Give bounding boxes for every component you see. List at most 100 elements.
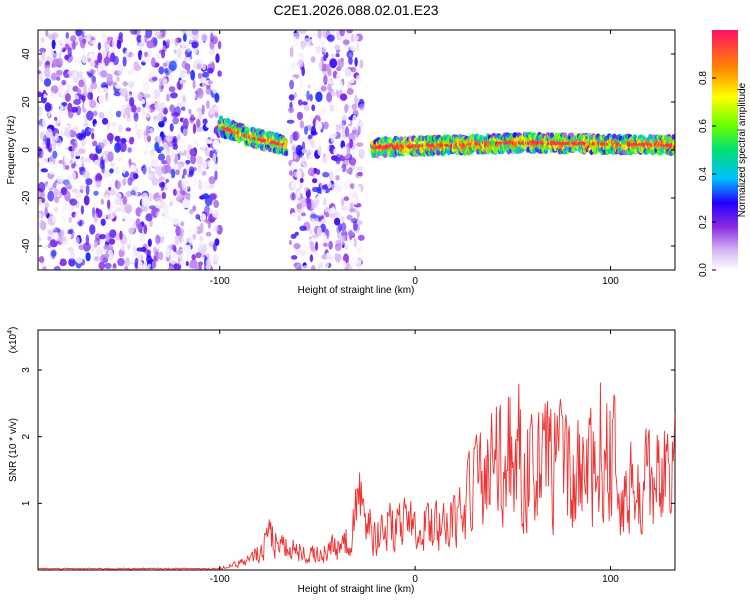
heatmap-cell <box>310 264 316 270</box>
heatmap-cell <box>337 84 341 91</box>
heatmap-cell <box>190 154 197 165</box>
heatmap-cell <box>75 30 82 37</box>
x-tick-label: 0 <box>412 276 418 287</box>
heatmap-cell <box>91 39 97 46</box>
heatmap-cell <box>326 106 331 112</box>
heatmap-cell <box>335 124 342 133</box>
heatmap-cell <box>109 229 117 239</box>
heatmap-cell <box>333 101 338 112</box>
heatmap-cell <box>143 81 150 92</box>
heatmap-cell <box>352 160 356 166</box>
heatmap-cell <box>188 35 193 44</box>
heatmap-cell <box>110 81 118 86</box>
heatmap-cell <box>289 40 297 46</box>
heatmap-cell <box>603 135 609 142</box>
heatmap-cell <box>112 32 120 38</box>
heatmap-cell <box>97 42 102 51</box>
heatmap-cell <box>77 71 84 79</box>
heatmap-cell <box>341 121 345 131</box>
heatmap-cell <box>86 110 94 121</box>
heatmap-cell <box>45 128 53 139</box>
heatmap-cell <box>181 41 186 48</box>
heatmap-cell <box>306 199 312 210</box>
heatmap-cell <box>323 74 328 86</box>
heatmap-cell <box>158 251 164 261</box>
heatmap-cell <box>355 79 361 88</box>
heatmap-cell <box>96 209 103 218</box>
heatmap-cell <box>129 136 135 145</box>
heatmap-cell <box>185 103 189 113</box>
heatmap-cell <box>291 179 298 191</box>
heatmap-cell <box>166 93 170 102</box>
heatmap-cell <box>291 60 296 72</box>
heatmap-cell <box>129 171 136 182</box>
heatmap-cell <box>53 188 60 197</box>
heatmap-cell <box>352 114 358 124</box>
heatmap-cell <box>212 139 220 150</box>
heatmap-cell <box>144 51 148 58</box>
heatmap-cell <box>74 191 82 199</box>
heatmap-cell <box>150 57 156 67</box>
heatmap-cell <box>185 49 189 57</box>
heatmap-cell <box>147 158 152 168</box>
heatmap-cell <box>99 237 104 246</box>
heatmap-cell <box>356 87 360 98</box>
heatmap-cell <box>56 175 64 183</box>
heatmap-cell <box>179 79 183 85</box>
colorbar-ticks: 0.0 0.2 0.4 0.6 0.8 <box>698 71 716 277</box>
heatmap-cell <box>42 265 47 270</box>
snr-multiplier-exp: 4 <box>7 330 14 334</box>
heatmap-cell <box>38 146 42 157</box>
heatmap-cell <box>353 198 358 206</box>
heatmap-cell <box>54 196 60 204</box>
heatmap-cell <box>212 36 218 45</box>
heatmap-cell <box>118 124 123 133</box>
heatmap-cell <box>79 185 86 190</box>
heatmap-cell <box>322 30 326 38</box>
heatmap-cell <box>136 91 143 101</box>
heatmap-cell <box>196 144 200 149</box>
heatmap-cell <box>133 112 139 122</box>
heatmap-cell <box>198 179 202 191</box>
heatmap-cell <box>87 215 92 227</box>
heatmap-cell <box>67 102 73 113</box>
heatmap-cell <box>305 159 310 164</box>
heatmap-cell <box>327 34 335 42</box>
heatmap-cell <box>349 183 354 189</box>
heatmap-cell <box>335 211 340 217</box>
heatmap-cell <box>89 69 96 74</box>
heatmap-cell <box>293 152 297 160</box>
heatmap-cell <box>87 92 93 100</box>
heatmap-cell <box>39 72 44 83</box>
heatmap-cell <box>289 134 293 145</box>
heatmap-cell <box>181 235 189 245</box>
heatmap-cell <box>53 231 60 242</box>
heatmap-cell <box>93 190 99 196</box>
heatmap-cell <box>71 106 78 113</box>
heatmap-cell <box>67 232 72 239</box>
heatmap-cell <box>296 111 303 121</box>
heatmap-cell <box>76 236 80 245</box>
heatmap-cell <box>337 114 343 120</box>
heatmap-cell <box>82 90 88 97</box>
heatmap-cell <box>312 178 318 184</box>
heatmap-cell <box>354 57 358 67</box>
spectrogram-heatmap <box>38 30 675 270</box>
heatmap-cell <box>119 141 127 153</box>
heatmap-cell <box>204 148 210 157</box>
heatmap-cell <box>176 101 182 108</box>
heatmap-cell <box>213 116 220 121</box>
colorbar-tick-label: 0.8 <box>698 71 709 85</box>
y-tick-label: -20 <box>21 190 32 205</box>
heatmap-cell <box>218 115 224 122</box>
heatmap-cell <box>330 131 337 139</box>
heatmap-cell <box>191 41 199 49</box>
colorbar-label: Normalized spectral amplitude <box>737 82 748 217</box>
heatmap-cell <box>43 78 52 87</box>
heatmap-cell <box>125 127 132 132</box>
heatmap-cell <box>299 177 304 183</box>
heatmap-cell <box>350 66 357 73</box>
snr-multiplier-base: (x10 <box>8 333 19 353</box>
heatmap-cell <box>102 151 106 160</box>
